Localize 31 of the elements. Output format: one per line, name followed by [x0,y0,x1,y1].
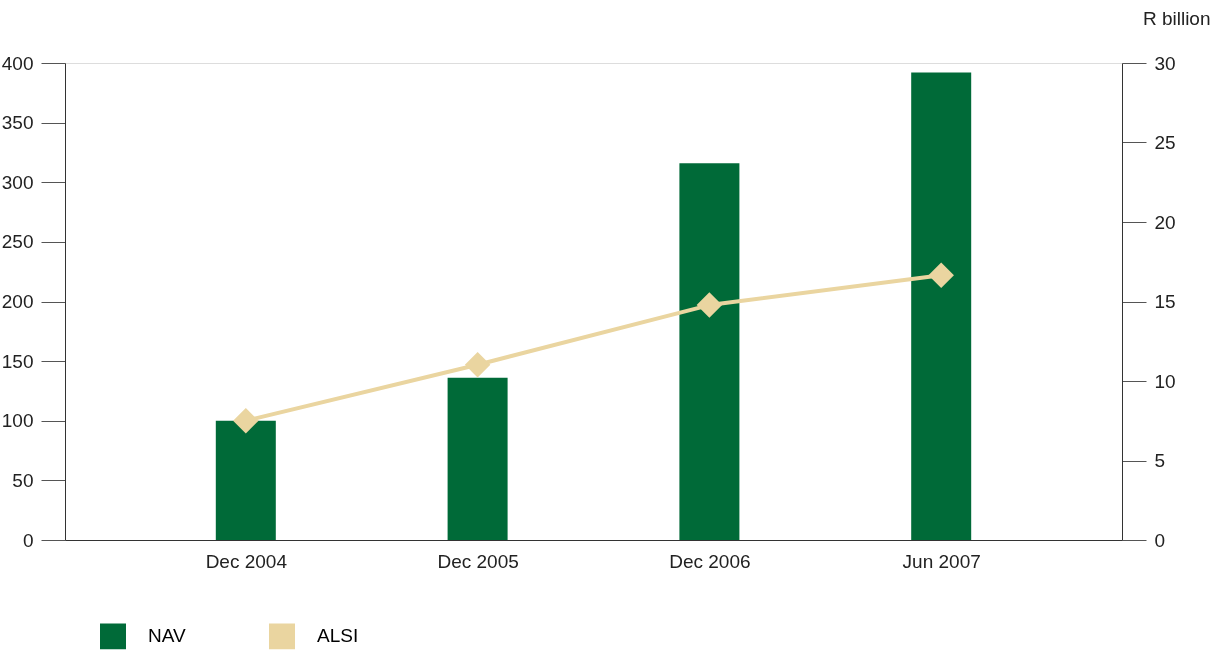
bar [911,72,972,540]
y2-tick-label: 25 [1154,132,1176,153]
bar [447,377,508,540]
y2-tick-label: 15 [1154,291,1176,312]
legend-label: NAV [148,625,186,647]
y-tick-label: 300 [1,171,34,193]
legend-label: ALSI [317,625,359,647]
y2-tick-label: 5 [1154,450,1166,471]
y-tick-label: 0 [22,529,34,551]
y2-tick-label: 0 [1154,529,1166,551]
point [464,351,491,378]
y-tick-label: 200 [1,291,34,312]
y2-axis-title: R billion [1142,7,1211,29]
y-tick-label: 400 [1,52,34,74]
y2-tick-label: 30 [1154,52,1176,74]
x-tick-label: Dec 2004 [205,550,288,572]
x-tick-label: Dec 2006 [669,550,751,572]
y-tick-label: 350 [1,112,34,134]
y2-tick-label: 10 [1154,370,1176,392]
bar [679,163,740,540]
y-tick-label: 250 [1,231,34,253]
y2-tick-label: 20 [1154,211,1176,233]
point [696,292,723,318]
point [233,408,259,434]
point [928,262,954,289]
y-tick-label: 150 [1,350,34,372]
x-tick-label: Dec 2005 [437,550,519,572]
x-tick-label: Jun 2007 [902,550,981,572]
y-tick-label: 100 [1,410,34,432]
y-tick-label: 50 [12,469,34,491]
bar [215,420,276,540]
